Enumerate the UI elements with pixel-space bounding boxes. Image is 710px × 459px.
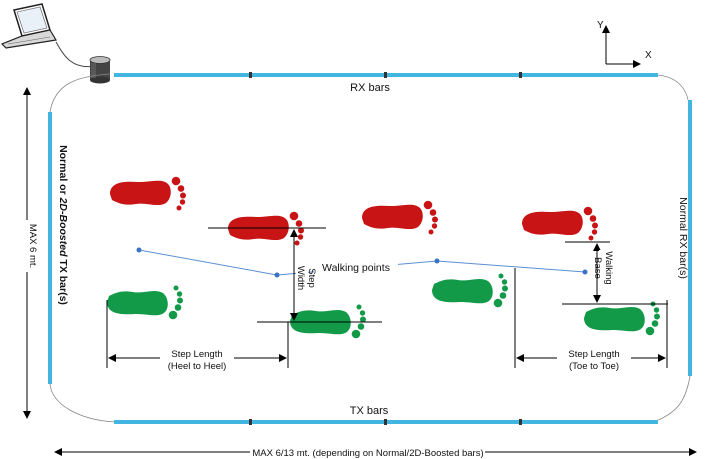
walking-point xyxy=(582,269,588,275)
axis-indicator: Y X xyxy=(597,20,652,68)
axis-x-label: X xyxy=(645,50,652,61)
green-footprint xyxy=(107,285,183,320)
red-footprint xyxy=(522,206,598,241)
green-footprint xyxy=(584,301,660,336)
axis-y-label: Y xyxy=(597,20,604,31)
walking-point xyxy=(136,247,142,253)
left-bars-label: Normal or 2D-Boosted TX bar(s) xyxy=(57,145,69,305)
right-bars-label: Normal RX bar(s) xyxy=(677,197,689,279)
walking-base-label: WalkingBase xyxy=(592,251,614,284)
step-length-heel-label: Step Length xyxy=(171,349,222,360)
walking-points-label: Walking points xyxy=(322,262,390,274)
walking-point xyxy=(434,258,440,264)
wire-right-bottom xyxy=(655,375,691,422)
laptop-icon xyxy=(0,3,57,49)
cylinder-hub-icon xyxy=(89,56,111,84)
tx-bars xyxy=(114,419,658,425)
wire-left xyxy=(49,73,111,113)
green-footprint xyxy=(290,304,366,339)
wire-left-bottom xyxy=(49,383,116,423)
green-footprint xyxy=(432,273,508,308)
walking-point xyxy=(274,272,280,278)
max-width-label: MAX 6/13 mt. (depending on Normal/2D-Boo… xyxy=(252,448,483,459)
wire-right-top xyxy=(655,74,689,101)
rx-bars-label: RX bars xyxy=(350,82,390,94)
step-length-toe-sub: (Toe to Toe) xyxy=(569,361,619,372)
tx-bars-label: TX bars xyxy=(350,405,389,417)
red-footprint xyxy=(228,211,304,246)
step-length-toe-label: Step Length xyxy=(568,349,619,360)
red-footprint xyxy=(362,200,438,235)
left-tx-bar xyxy=(48,112,52,384)
right-rx-bar xyxy=(688,100,692,376)
step-width-label: StepWidth xyxy=(295,266,317,290)
rx-bars xyxy=(114,72,658,78)
red-footprint xyxy=(110,176,186,211)
step-length-heel-sub: (Heel to Heel) xyxy=(168,361,227,372)
max-height-label: MAX 6 mt. xyxy=(27,224,38,268)
